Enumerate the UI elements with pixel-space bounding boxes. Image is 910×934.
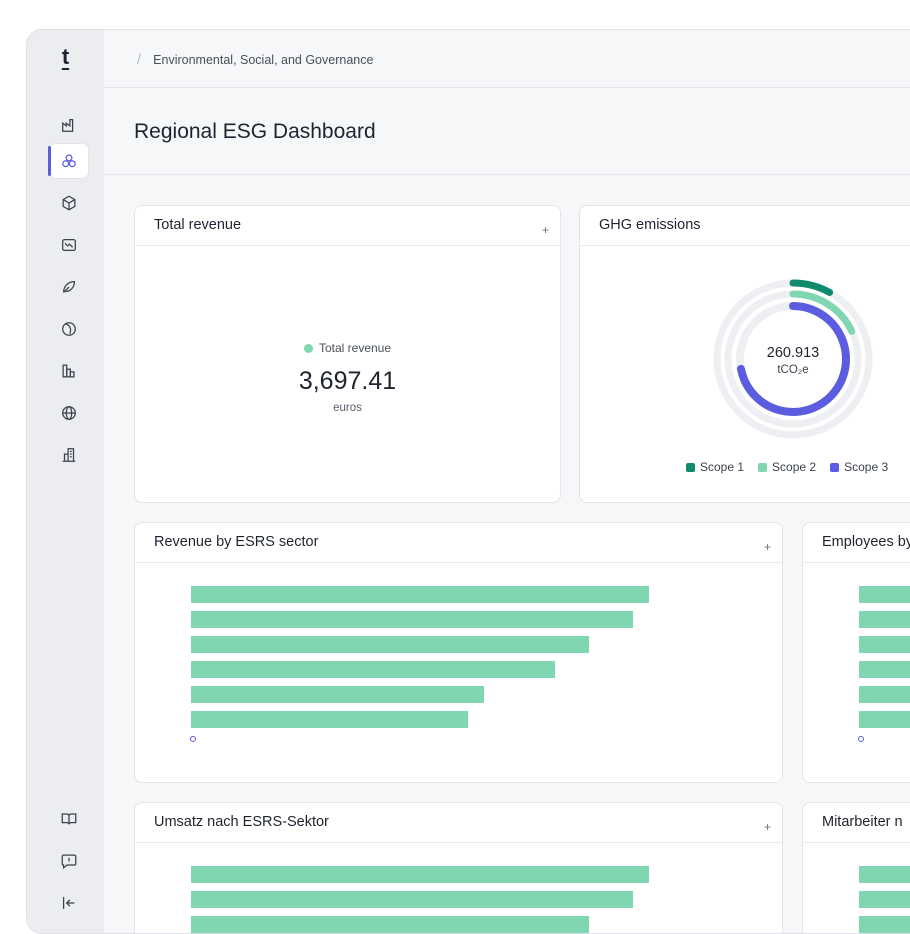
- legend-label: Total revenue: [318, 341, 392, 355]
- sidebar-item-globe-ring[interactable]: [50, 312, 88, 346]
- card-header: Revenue by ESRS sector +: [135, 523, 782, 563]
- bars-icon: [62, 364, 75, 378]
- card-title: Total revenue: [154, 217, 242, 233]
- book-icon: [61, 813, 77, 825]
- card-title: Revenue by ESRS sector: [154, 534, 319, 550]
- legend-item-scope2[interactable]: Scope 2: [758, 460, 816, 474]
- mitarbeiter-bar[interactable]: [859, 891, 910, 908]
- legend-label: Scope 2: [772, 460, 817, 474]
- card-header: Employees by: [803, 523, 910, 563]
- sidebar-item-docs[interactable]: [50, 802, 88, 836]
- legend-item-scope3[interactable]: Scope 3: [830, 460, 888, 474]
- legend-swatch: [686, 463, 695, 472]
- buildings-icon: [62, 448, 76, 462]
- employees-card: Employees by: [802, 522, 910, 783]
- employees-bar[interactable]: [859, 661, 910, 678]
- mitarbeiter-bar[interactable]: [859, 916, 910, 933]
- umsatz-sector-bar[interactable]: [191, 916, 589, 933]
- employees-bar[interactable]: [859, 586, 910, 603]
- card-header: Mitarbeiter n: [803, 803, 910, 843]
- legend-label: Scope 1: [700, 460, 745, 474]
- sidebar-item-chart[interactable]: [50, 228, 88, 262]
- topbar: / Environmental, Social, and Governance: [104, 30, 910, 88]
- kpi-value: 3,697.41: [298, 367, 397, 395]
- legend-dot: [303, 344, 313, 353]
- legend-swatch: [830, 463, 840, 472]
- donut-legend: Scope 1 Scope 2 Scope 3: [686, 460, 888, 474]
- sidebar-item-factory[interactable]: [50, 108, 88, 142]
- main-content: / Environmental, Social, and Governance …: [104, 30, 910, 933]
- employees-bar[interactable]: [859, 686, 910, 703]
- breadcrumb-separator: /: [137, 51, 142, 68]
- sidebar-item-leaf[interactable]: [50, 270, 88, 304]
- mitarbeiter-card: Mitarbeiter n: [802, 802, 910, 933]
- sidebar: t: [27, 30, 104, 933]
- chart-trend-icon: [62, 238, 76, 252]
- revenue-sector-bar[interactable]: [191, 636, 589, 653]
- add-button[interactable]: +: [763, 540, 771, 554]
- revenue-sector-bar[interactable]: [191, 586, 649, 603]
- employees-bar[interactable]: [859, 711, 910, 728]
- factory-icon: [62, 118, 74, 132]
- employees-bar[interactable]: [859, 636, 910, 653]
- cube-icon: [62, 195, 76, 211]
- umsatz-sector-bar[interactable]: [191, 891, 633, 908]
- globe-ring-icon: [62, 322, 76, 336]
- breadcrumb: / Environmental, Social, and Governance: [137, 51, 373, 68]
- sidebar-item-feedback[interactable]: [50, 844, 88, 878]
- card-title: Employees by: [822, 534, 910, 550]
- revenue-sector-bar[interactable]: [191, 711, 468, 728]
- legend-item-scope1[interactable]: Scope 1: [686, 460, 744, 474]
- collapse-sidebar-button[interactable]: [50, 886, 88, 920]
- hexagons-icon: [62, 154, 76, 168]
- sidebar-item-hexagons[interactable]: [48, 144, 88, 178]
- revenue-sector-card: Revenue by ESRS sector +: [134, 522, 783, 783]
- umsatz-sector-bar[interactable]: [191, 866, 649, 883]
- page-title: Regional ESG Dashboard: [134, 120, 376, 143]
- kpi-unit: euros: [333, 402, 362, 414]
- employees-bar[interactable]: [859, 611, 910, 628]
- card-header: Umsatz nach ESRS-Sektor +: [135, 803, 782, 843]
- card-header: Total revenue +: [135, 206, 560, 246]
- card-title: Mitarbeiter n: [822, 814, 903, 830]
- logo[interactable]: t: [61, 44, 70, 69]
- total-revenue-card: Total revenue + Total revenue 3,697.41 e…: [134, 205, 561, 503]
- umsatz-sector-card: Umsatz nach ESRS-Sektor +: [134, 802, 783, 933]
- revenue-sector-bar[interactable]: [191, 611, 633, 628]
- breadcrumb-item[interactable]: Environmental, Social, and Governance: [153, 52, 374, 67]
- kpi-legend: Total revenue: [135, 341, 560, 355]
- collapse-sidebar-icon: [62, 897, 75, 909]
- donut-center-value: 260.913: [766, 345, 820, 361]
- sidebar-item-buildings[interactable]: [50, 438, 88, 472]
- donut-arc-scope-1[interactable]: [789, 279, 834, 296]
- legend-label: Scope 3: [844, 460, 889, 474]
- card-title: GHG emissions: [599, 217, 701, 233]
- chart-marker: [190, 736, 196, 742]
- sidebar-item-bars[interactable]: [50, 354, 88, 388]
- add-button[interactable]: +: [541, 223, 549, 237]
- ghg-donut-chart: [713, 279, 873, 439]
- page-header: Regional ESG Dashboard: [104, 88, 910, 175]
- sidebar-item-cube[interactable]: [50, 186, 88, 220]
- card-header: GHG emissions: [580, 206, 910, 246]
- revenue-sector-bar[interactable]: [191, 686, 484, 703]
- globe-icon: [62, 406, 76, 420]
- donut-arc-scope-3[interactable]: [736, 302, 850, 416]
- card-title: Umsatz nach ESRS-Sektor: [154, 814, 329, 830]
- donut-center-unit: tCO₂e: [777, 364, 809, 376]
- mitarbeiter-bar[interactable]: [859, 866, 910, 883]
- revenue-sector-bar[interactable]: [191, 661, 555, 678]
- feedback-icon: [61, 854, 77, 870]
- add-button[interactable]: +: [763, 820, 771, 834]
- app-window: t: [26, 29, 910, 934]
- sidebar-item-globe[interactable]: [50, 396, 88, 430]
- chart-marker: [858, 736, 864, 742]
- leaf-icon: [62, 280, 76, 293]
- ghg-emissions-card: GHG emissions 260.913 tCO₂e Scope 1 Scop…: [579, 205, 910, 503]
- donut-arc-scope-2[interactable]: [789, 290, 856, 335]
- legend-swatch: [758, 463, 768, 472]
